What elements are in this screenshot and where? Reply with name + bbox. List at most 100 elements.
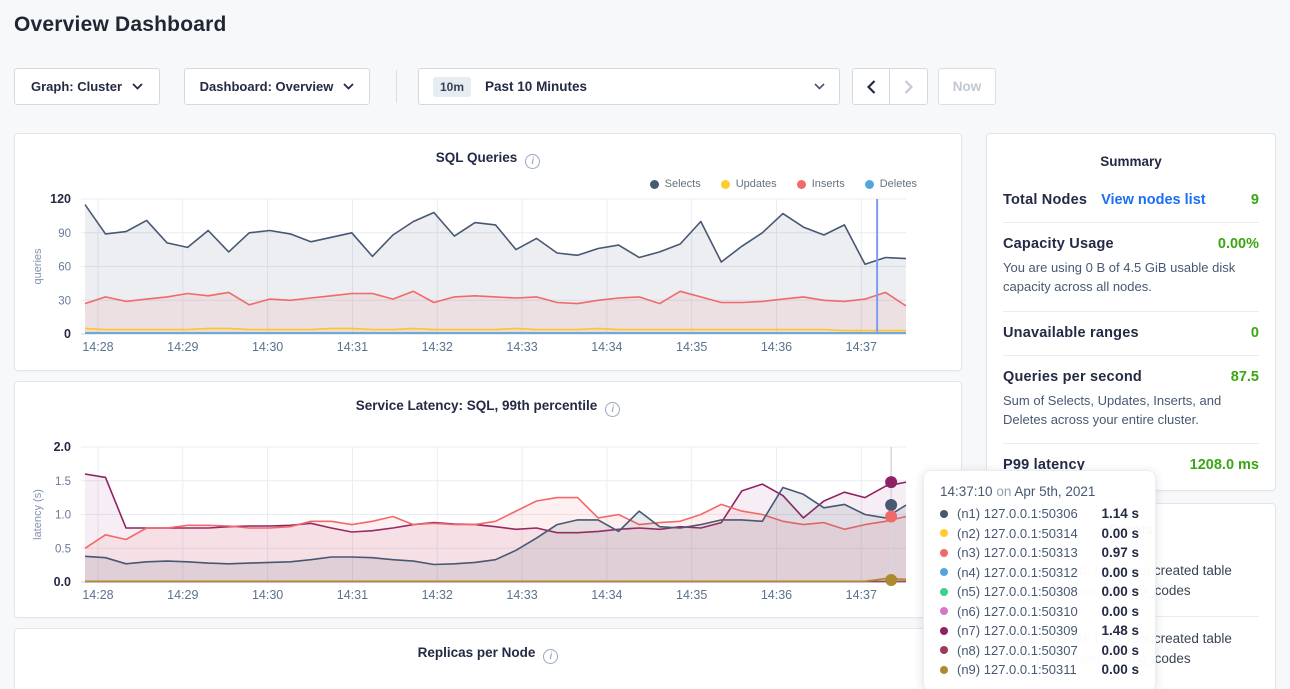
time-range-dropdown[interactable]: 10m Past 10 Minutes: [418, 68, 840, 105]
info-icon[interactable]: i: [525, 154, 541, 169]
svg-text:14:29: 14:29: [167, 588, 198, 602]
tooltip-row: (n9) 127.0.0.1:50311 0.00 s: [940, 662, 1139, 677]
svg-text:queries: queries: [32, 248, 44, 285]
sql-queries-chart[interactable]: 14:28 14:29 14:30 14:31 14:32 14:33 14:34 14:35…: [15, 191, 963, 366]
legend-label: Inserts: [811, 178, 845, 190]
summary-row-head: Queries per second 87.5: [1003, 369, 1259, 385]
sql-queries-legend: Selects Updates Inserts Deletes: [649, 178, 917, 190]
svg-text:14:30: 14:30: [252, 588, 283, 602]
tooltip-node-label: (n6) 127.0.0.1:50310: [957, 603, 1078, 619]
svg-text:14:28: 14:28: [82, 340, 113, 354]
replicas-per-node-card: Replicas per Node i: [14, 628, 962, 689]
summary-row: Total Nodes View nodes list 9: [1003, 179, 1259, 222]
summary-metric-label: Total Nodes: [1003, 192, 1088, 208]
svg-text:14:30: 14:30: [252, 340, 283, 354]
tooltip-node-label: (n4) 127.0.0.1:50312: [957, 564, 1078, 580]
chevron-right-icon: [904, 79, 913, 94]
summary-metric-label: P99 latency: [1003, 457, 1085, 474]
legend-label: Updates: [735, 178, 777, 190]
summary-panel: Summary Total Nodes View nodes list 9 Capac…: [986, 133, 1276, 491]
tooltip-row: (n4) 127.0.0.1:50312 0.00 s: [940, 565, 1139, 580]
svg-text:14:32: 14:32: [422, 588, 453, 602]
info-icon[interactable]: i: [605, 402, 621, 417]
svg-text:120: 120: [50, 192, 71, 206]
svg-text:latency (s): latency (s): [32, 489, 44, 540]
summary-row: Queries per second 87.5 Sum of Selects, Up…: [1003, 354, 1259, 444]
tooltip-node-label: (n1) 127.0.0.1:50306: [957, 506, 1078, 521]
summary-row-head: P99 latency 1208.0 ms: [1003, 457, 1259, 473]
svg-text:14:35: 14:35: [676, 588, 707, 602]
svg-text:14:31: 14:31: [337, 340, 368, 354]
legend-dot-icon: [864, 179, 874, 189]
tooltip-node-value: 0.97 s: [1101, 545, 1139, 560]
tooltip-row: (n8) 127.0.0.1:50307 0.00 s: [940, 643, 1139, 658]
summary-metric-description: You are using 0 B of 4.5 GiB usable disk…: [1003, 260, 1236, 294]
chevron-down-icon: [132, 83, 143, 90]
legend-item-updates[interactable]: Updates: [720, 178, 777, 190]
tooltip-row: (n6) 127.0.0.1:50310 0.00 s: [940, 604, 1139, 619]
tooltip-node-value: 0.00 s: [1101, 525, 1139, 541]
summary-row-head: Total Nodes View nodes list 9: [1003, 192, 1259, 208]
tooltip-row: (n2) 127.0.0.1:50314 0.00 s: [940, 526, 1139, 541]
svg-text:14:37: 14:37: [846, 340, 877, 354]
tooltip-node-label: (n2) 127.0.0.1:50314: [957, 525, 1078, 541]
tooltip-node-value: 0.00 s: [1101, 584, 1139, 599]
time-range-badge: 10m: [433, 76, 472, 97]
time-range-label: Past 10 Minutes: [485, 79, 588, 94]
svg-text:1.0: 1.0: [55, 510, 71, 522]
tooltip-timestamp: 14:37:10 on Apr 5th, 2021: [940, 484, 1096, 499]
svg-text:14:36: 14:36: [761, 340, 792, 354]
info-icon[interactable]: i: [543, 649, 559, 664]
svg-text:30: 30: [58, 295, 71, 307]
legend-dot-icon: [796, 179, 806, 189]
controls-divider: [396, 70, 397, 103]
summary-row: Unavailable ranges 0: [1003, 310, 1259, 355]
svg-text:0.5: 0.5: [55, 543, 71, 555]
chart-hover-tooltip: 14:37:10 on Apr 5th, 2021 (n1) 127.0.0.1…: [923, 470, 1156, 689]
summary-metric-description: Sum of Selects, Updates, Inserts, and De…: [1003, 392, 1222, 427]
graph-scope-dropdown[interactable]: Graph: Cluster: [14, 68, 160, 105]
svg-text:2.0: 2.0: [54, 440, 71, 454]
tooltip-node-value: 0.00 s: [1101, 642, 1139, 658]
service-latency-title: Service Latency: SQL, 99th percentile i: [15, 398, 961, 417]
tooltip-row: (n5) 127.0.0.1:50308 0.00 s: [940, 584, 1139, 599]
now-button[interactable]: Now: [938, 68, 996, 105]
summary-metric-value: 9: [1250, 192, 1259, 208]
tooltip-node-label: (n3) 127.0.0.1:50313: [957, 545, 1078, 560]
legend-dot-icon: [649, 179, 659, 189]
prev-time-button[interactable]: [852, 68, 890, 105]
tooltip-node-value: 0.00 s: [1101, 662, 1139, 677]
tooltip-row: (n3) 127.0.0.1:50313 0.97 s: [940, 545, 1139, 560]
dashboard-dropdown[interactable]: Dashboard: Overview: [184, 68, 370, 105]
summary-metric-label: Queries per second: [1003, 368, 1142, 385]
legend-item-deletes[interactable]: Deletes: [864, 178, 917, 190]
legend-label: Deletes: [879, 178, 917, 190]
tooltip-node-value: 0.00 s: [1101, 603, 1139, 619]
legend-item-selects[interactable]: Selects: [649, 178, 701, 190]
tooltip-series-dot-icon: [940, 587, 948, 596]
tooltip-series-dot-icon: [940, 509, 948, 518]
summary-metric-value: 0.00%: [1217, 236, 1259, 252]
summary-row: P99 latency 1208.0 ms: [1003, 443, 1259, 487]
tooltip-series-dot-icon: [940, 646, 948, 654]
summary-row-head: Capacity Usage 0.00%: [1003, 236, 1259, 252]
svg-text:14:31: 14:31: [337, 588, 368, 602]
service-latency-chart[interactable]: 14:28 14:29 14:30 14:31 14:32 14:33 14:34 14:35…: [15, 439, 963, 614]
tooltip-row: (n1) 127.0.0.1:50306 1.14 s: [940, 506, 1139, 521]
summary-metric-label: Capacity Usage: [1003, 236, 1114, 252]
view-nodes-list-link[interactable]: View nodes list: [1101, 192, 1206, 208]
svg-text:60: 60: [58, 262, 71, 274]
next-time-button[interactable]: [890, 68, 928, 105]
svg-text:14:29: 14:29: [167, 340, 198, 354]
summary-row: Capacity Usage 0.00% You are using 0 B of …: [1003, 222, 1259, 311]
tooltip-series-dot-icon: [940, 626, 948, 635]
svg-text:14:33: 14:33: [506, 588, 537, 602]
summary-row-head: Unavailable ranges 0: [1003, 325, 1259, 341]
legend-dot-icon: [720, 179, 730, 189]
svg-text:14:35: 14:35: [676, 340, 707, 354]
page-title: Overview Dashboard: [14, 13, 227, 36]
legend-label: Selects: [664, 178, 701, 190]
legend-item-inserts[interactable]: Inserts: [796, 178, 845, 190]
summary-title: Summary: [1100, 154, 1162, 169]
